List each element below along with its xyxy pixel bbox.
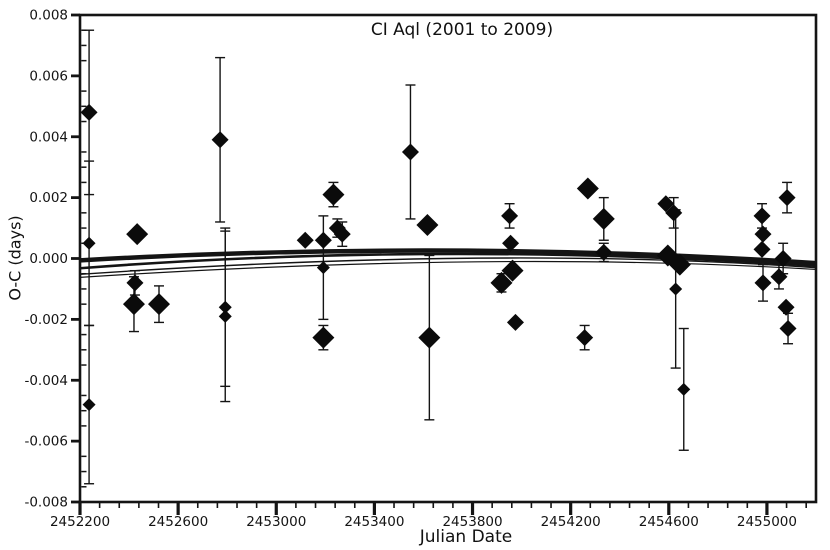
data-point-diamond — [592, 207, 615, 230]
y-tick-label: -0.008 — [24, 495, 68, 511]
data-point-diamond — [677, 382, 691, 396]
data-point-diamond — [753, 240, 771, 258]
data-point-diamond — [122, 293, 145, 316]
data-point-diamond — [211, 131, 229, 149]
data-point-diamond — [501, 207, 519, 225]
data-point-diamond — [501, 259, 524, 282]
x-tick-label: 2453000 — [246, 514, 306, 530]
data-point-diamond — [770, 268, 788, 286]
x-tick-label: 2454200 — [541, 514, 601, 530]
data-point-diamond — [416, 214, 439, 237]
data-point-diamond — [490, 271, 513, 294]
y-tick-label: -0.002 — [24, 312, 68, 328]
y-tick-label: 0.008 — [29, 8, 68, 24]
data-point-diamond — [779, 320, 797, 338]
data-point-diamond — [506, 313, 524, 331]
y-tick-label: -0.004 — [24, 373, 68, 389]
data-point-diamond — [322, 183, 345, 206]
data-point-diamond — [218, 300, 232, 314]
data-point-diamond — [80, 103, 98, 121]
data-point-diamond — [777, 298, 795, 316]
data-point-diamond — [669, 282, 683, 296]
fit-curve-thin-b — [79, 260, 817, 278]
y-tick-label: 0.006 — [29, 68, 68, 84]
fit-curve-mid — [79, 252, 817, 270]
data-point-diamond — [333, 225, 351, 243]
x-axis-title: Julian Date — [419, 527, 513, 547]
data-point-diamond — [126, 274, 144, 292]
y-tick-label: 0.004 — [29, 129, 68, 145]
x-tick-label: 2452600 — [148, 514, 208, 530]
data-point-diamond — [82, 398, 96, 412]
y-tick-label: -0.006 — [24, 434, 68, 450]
data-point-diamond — [576, 329, 594, 347]
data-point-diamond — [754, 225, 772, 243]
x-tick-label: 2454600 — [639, 514, 699, 530]
fit-curve-thick — [79, 248, 817, 266]
data-point-diamond — [418, 326, 441, 349]
y-axis-title: O-C (days) — [5, 215, 25, 301]
data-point-diamond — [316, 261, 330, 275]
y-tick-label: 0.000 — [29, 251, 68, 267]
y-tick-label: 0.002 — [29, 190, 68, 206]
data-point-diamond — [576, 177, 599, 200]
data-point-diamond — [147, 293, 170, 316]
data-point-diamond — [753, 207, 771, 225]
data-point-diamond — [668, 253, 691, 276]
data-point-diamond — [401, 143, 419, 161]
data-point-diamond — [754, 274, 772, 292]
data-point-diamond — [296, 231, 314, 249]
data-point-diamond — [126, 223, 149, 246]
x-tick-label: 2452200 — [50, 514, 110, 530]
data-point-diamond — [774, 250, 792, 267]
data-point-diamond — [595, 243, 613, 261]
fit-curve-thin-a — [79, 257, 817, 276]
data-point-diamond — [778, 189, 796, 207]
data-point-diamond — [312, 326, 335, 349]
data-point-diamond — [314, 231, 332, 249]
data-point-diamond — [665, 204, 683, 222]
data-point-diamond — [82, 236, 96, 250]
x-tick-label: 2453400 — [344, 514, 404, 530]
chart-title: CI Aql (2001 to 2009) — [370, 20, 554, 40]
data-point-diamond — [502, 234, 520, 252]
x-tick-label: 2453800 — [442, 514, 502, 530]
data-point-diamond — [218, 309, 232, 323]
x-tick-label: 2455000 — [737, 514, 797, 530]
